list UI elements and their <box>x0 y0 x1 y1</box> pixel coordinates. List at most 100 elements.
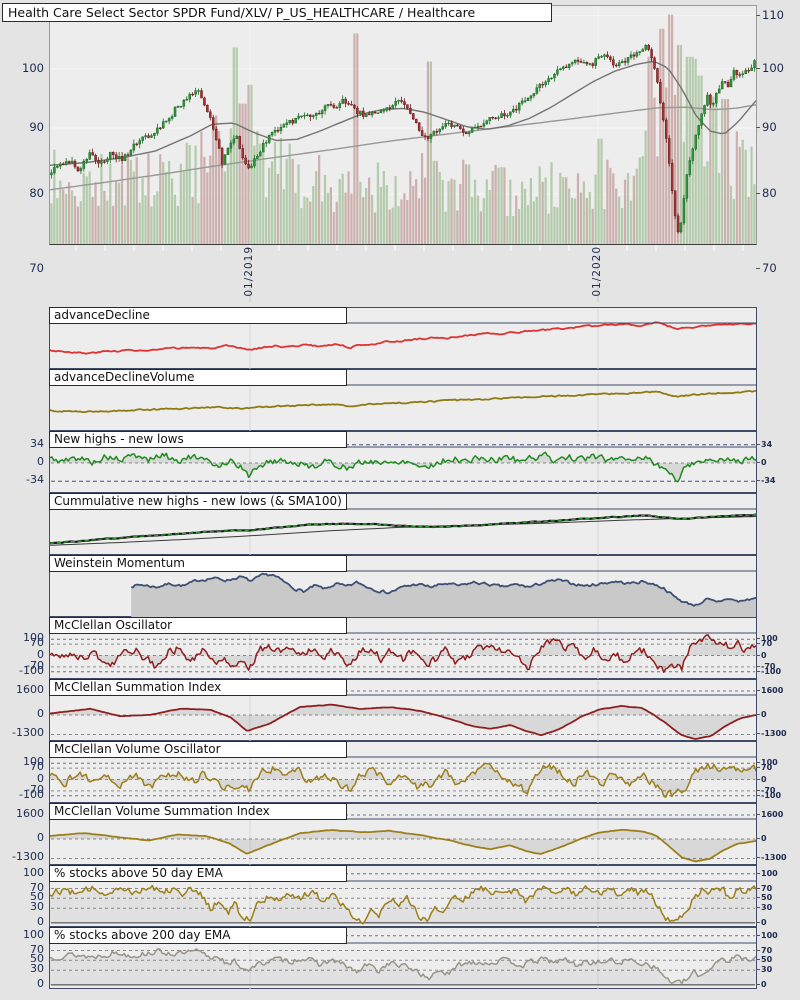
new-highs-new-lows-plot <box>50 433 756 493</box>
axis-tick-label: -70 <box>761 785 776 795</box>
axis-tick-label: 70 <box>761 883 773 893</box>
panel-label: Cummulative new highs - new lows (& SMA1… <box>49 493 347 510</box>
axis-tick-label: 0 <box>761 774 767 784</box>
axis-tick-mark <box>756 857 760 859</box>
new-highs-new-lows-line <box>50 451 756 483</box>
weinstein-momentum-fill <box>131 573 756 617</box>
axis-tick-label: 100 <box>761 930 778 940</box>
axis-tick-label: 34 <box>761 439 773 449</box>
axis-tick-label: 0 <box>37 976 44 990</box>
axis-tick-label: 100 <box>23 927 44 941</box>
axis-tick-label: 0 <box>761 917 767 927</box>
axis-tick-label: 100 <box>761 758 778 768</box>
indicator-panel-advance-decline: advanceDecline <box>49 307 757 369</box>
ma200-line <box>50 104 756 191</box>
main-price-chart <box>49 5 757 245</box>
axis-tick-mark <box>756 670 760 672</box>
axis-tick-label: 70 <box>30 760 44 774</box>
panel-label: % stocks above 200 day EMA <box>49 927 347 944</box>
mcclellan-summation-fill <box>50 704 756 739</box>
pct-above-50-ema-plot <box>50 867 756 927</box>
chart-title: Health Care Select Sector SPDR Fund/XLV/… <box>2 3 552 22</box>
axis-tick-mark <box>756 480 760 482</box>
axis-tick-label: -70 <box>761 661 776 671</box>
price-axis-label: 100 <box>22 60 44 75</box>
axis-tick-label: 1600 <box>761 809 784 819</box>
indicator-panel-pct-above-50-ema: % stocks above 50 day EMA <box>49 865 757 927</box>
axis-tick-label: 30 <box>761 965 773 975</box>
candlestick-plot <box>50 6 756 244</box>
price-axis-label: 80 <box>762 185 777 200</box>
axis-tick-label: -100 <box>19 663 44 677</box>
indicator-panel-weinstein-momentum: Weinstein Momentum <box>49 555 757 617</box>
axis-tick-label: 34 <box>30 436 44 450</box>
axis-tick-mark <box>756 267 760 269</box>
mcclellan-oscillator-plot <box>50 619 756 679</box>
axis-tick-mark <box>756 654 760 656</box>
pct-above-200-ema-line <box>50 947 756 985</box>
axis-tick-mark <box>756 887 760 889</box>
axis-tick-mark <box>756 14 760 16</box>
panel-label: New highs - new lows <box>49 431 347 448</box>
indicator-panel-mcclellan-volume-oscillator: McClellan Volume Oscillator <box>49 741 757 803</box>
mcclellan-volume-summation-plot <box>50 805 756 865</box>
axis-tick-label: 1600 <box>761 685 784 695</box>
axis-tick-label: 70 <box>761 639 773 649</box>
panel-label: % stocks above 50 day EMA <box>49 865 347 882</box>
axis-tick-mark <box>756 126 760 128</box>
advance-decline-line <box>50 321 756 355</box>
axis-tick-mark <box>756 733 760 735</box>
axis-tick-label: -1300 <box>12 726 44 740</box>
axis-tick-label: 50 <box>30 890 44 904</box>
indicator-panel-pct-above-200-ema: % stocks above 200 day EMA <box>49 927 757 989</box>
cumulative-nh-nl-line-base <box>50 513 756 545</box>
axis-tick-label: -70 <box>26 782 44 796</box>
ma50-line <box>50 61 756 166</box>
axis-tick-label: 100 <box>23 865 44 879</box>
axis-tick-mark <box>756 462 760 463</box>
pct-above-200-ema-plot <box>50 929 756 989</box>
axis-tick-label: -1300 <box>761 853 787 863</box>
axis-tick-label: 0 <box>37 706 44 720</box>
price-axis-label: 80 <box>29 185 44 200</box>
mcclellan-volume-summation-line <box>50 828 756 863</box>
pct-above-200-ema-fill <box>50 948 756 985</box>
price-axis-label: 70 <box>762 260 777 275</box>
axis-tick-label: -100 <box>761 666 782 676</box>
axis-tick-mark <box>756 713 760 715</box>
axis-tick-label: 100 <box>761 634 778 644</box>
axis-tick-mark <box>756 643 760 645</box>
axis-tick-mark <box>756 907 760 909</box>
axis-tick-label: 0 <box>37 914 44 928</box>
cumulative-nh-nl-line <box>50 513 756 544</box>
panel-label: Weinstein Momentum <box>49 555 347 572</box>
axis-tick-label: 50 <box>761 893 773 903</box>
axis-tick-mark <box>756 443 760 445</box>
axis-tick-label: -34 <box>761 476 776 486</box>
cumulative-nh-nl-plot <box>50 495 756 555</box>
axis-tick-label: 0 <box>37 771 44 785</box>
axis-tick-mark <box>756 897 760 899</box>
indicator-panel-mcclellan-volume-summation: McClellan Volume Summation Index <box>49 803 757 865</box>
mcclellan-volume-oscillator-line <box>50 762 756 798</box>
panel-label: advanceDeclineVolume <box>49 369 347 386</box>
axis-tick-label: 70 <box>30 942 44 956</box>
axis-tick-label: 0 <box>761 709 767 719</box>
price-axis-label: 70 <box>29 260 44 275</box>
axis-tick-label: -100 <box>761 790 782 800</box>
axis-tick-mark <box>756 949 760 951</box>
axis-tick-mark <box>756 689 760 691</box>
mcclellan-summation-line <box>50 703 756 740</box>
axis-tick-label: 50 <box>761 955 773 965</box>
axis-tick-label: 70 <box>761 763 773 773</box>
indicator-panel-new-highs-new-lows: New highs - new lows <box>49 431 757 493</box>
indicator-panel-mcclellan-summation: McClellan Summation Index <box>49 679 757 741</box>
price-axis-label: 110 <box>762 7 784 22</box>
advance-decline-volume-line <box>50 390 756 414</box>
axis-tick-label: -1300 <box>12 850 44 864</box>
axis-tick-label: 70 <box>761 945 773 955</box>
axis-tick-label: 1600 <box>16 682 44 696</box>
price-axis-label: 90 <box>762 119 777 134</box>
axis-tick-mark <box>756 638 760 640</box>
